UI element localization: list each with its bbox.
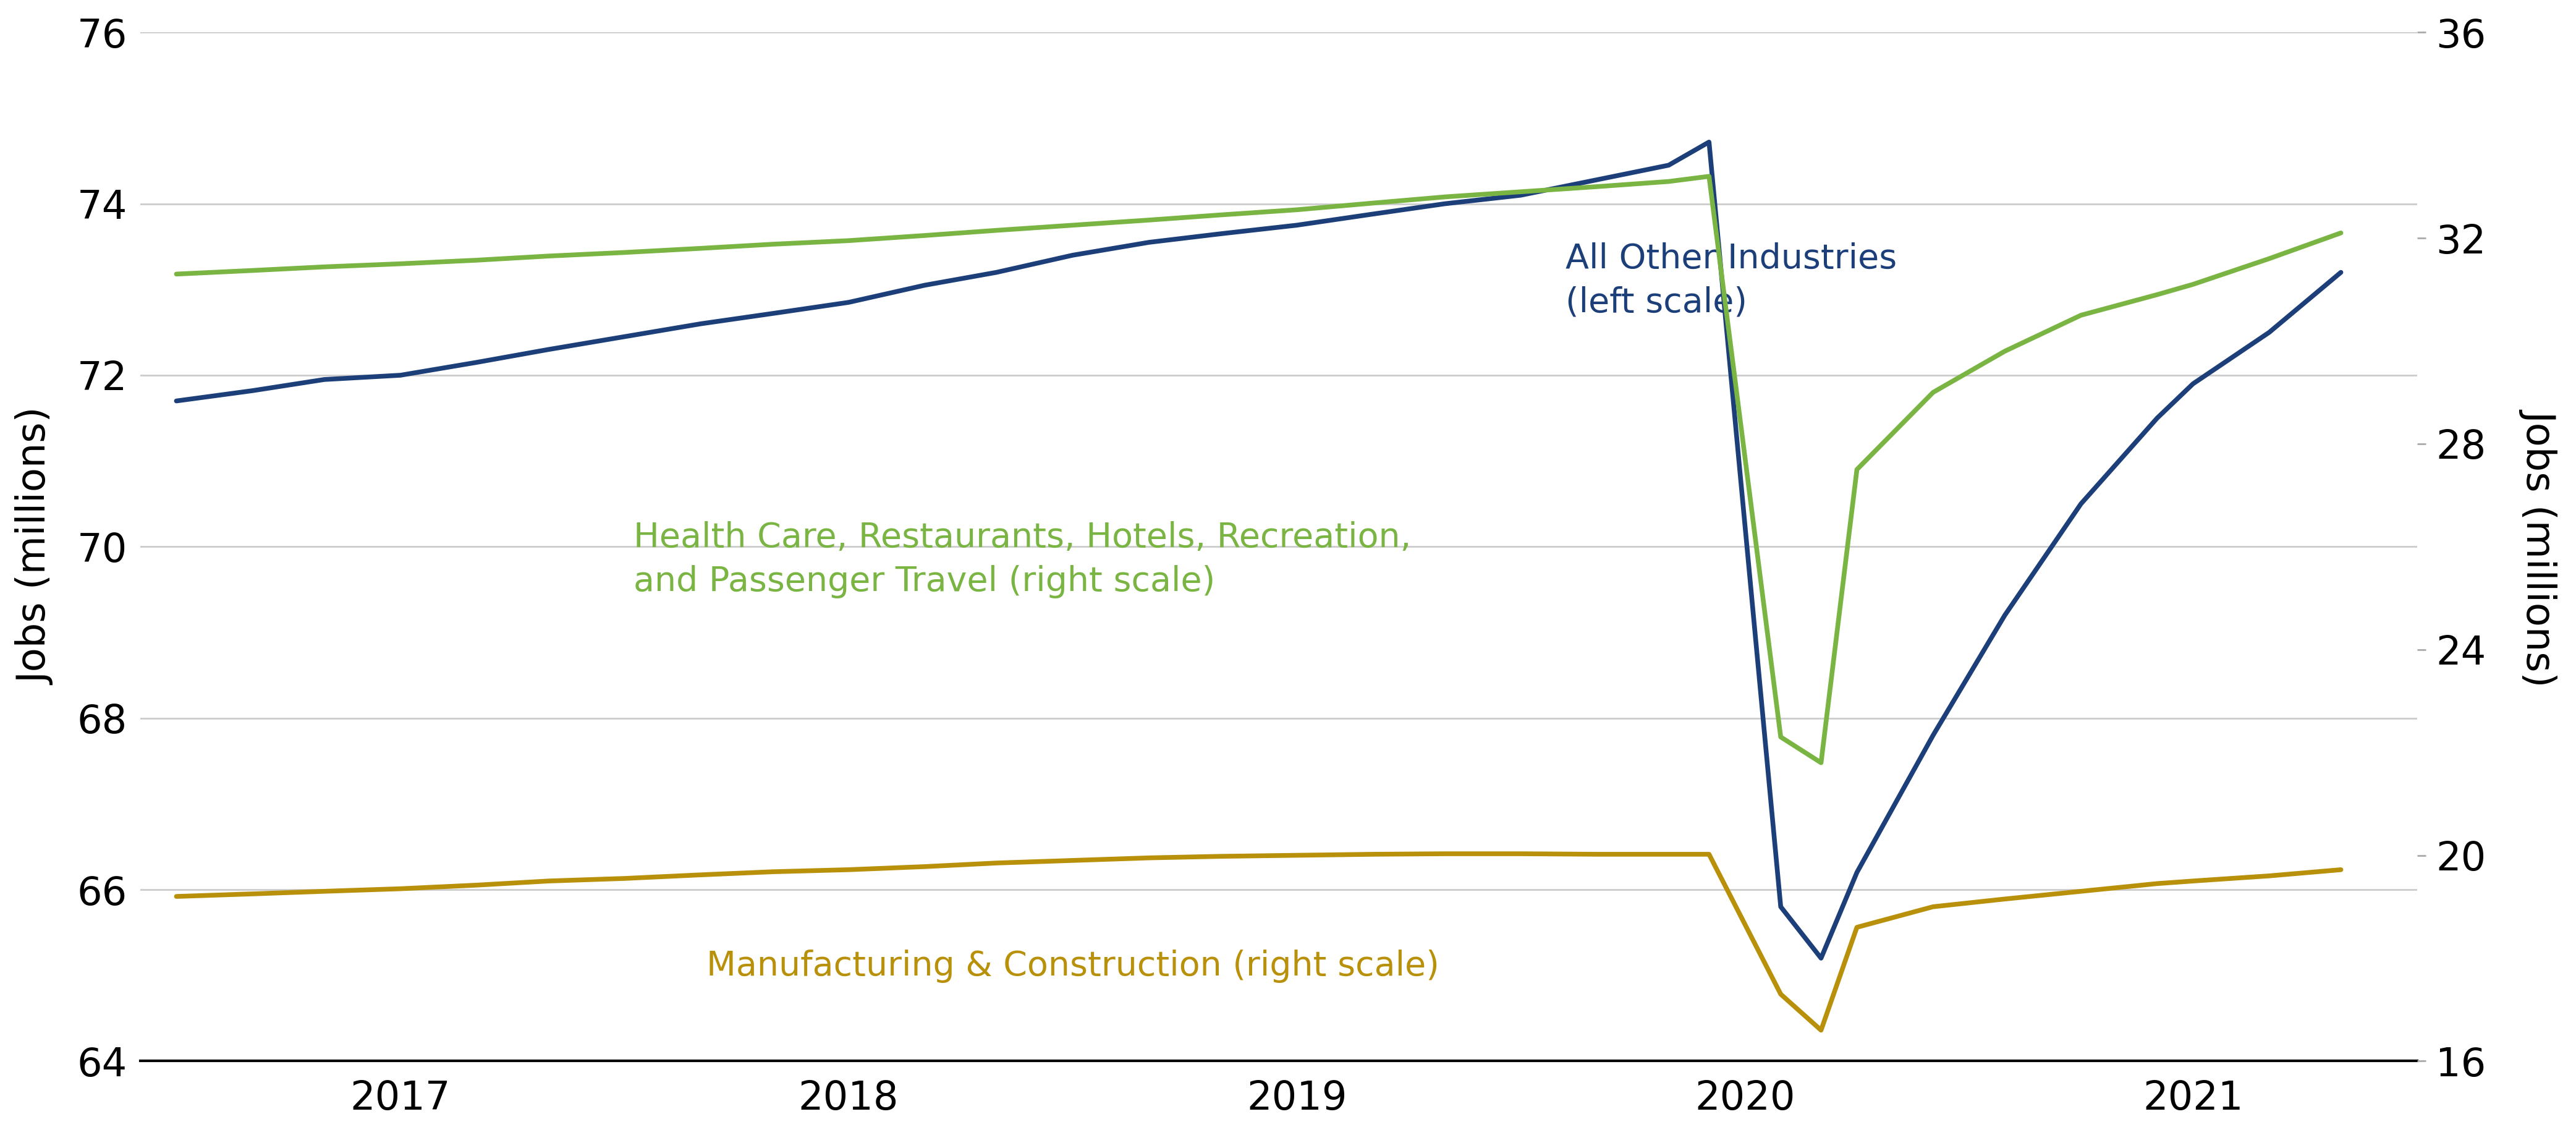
Text: All Other Industries
(left scale): All Other Industries (left scale) <box>1566 243 1896 319</box>
Text: Manufacturing & Construction (right scale): Manufacturing & Construction (right scal… <box>706 950 1440 983</box>
Y-axis label: Jobs (millions): Jobs (millions) <box>2519 409 2558 686</box>
Text: Health Care, Restaurants, Hotels, Recreation,
and Passenger Travel (right scale): Health Care, Restaurants, Hotels, Recrea… <box>634 521 1412 598</box>
Y-axis label: Jobs (millions): Jobs (millions) <box>18 409 57 686</box>
